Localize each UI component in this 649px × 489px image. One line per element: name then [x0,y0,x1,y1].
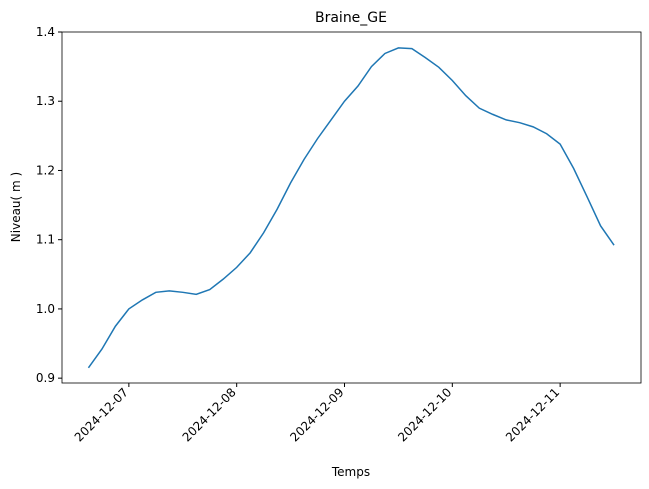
y-tick-label: 0.9 [36,371,55,385]
y-axis-label: Niveau( m ) [9,172,23,242]
chart-title: Braine_GE [315,10,387,26]
x-axis-label: Temps [331,465,370,479]
y-tick-label: 1.2 [36,163,55,177]
y-tick-label: 1.1 [36,233,55,247]
y-tick-label: 1.4 [36,25,55,39]
y-tick-label: 1.3 [36,94,55,108]
y-tick-label: 1.0 [36,302,55,316]
plot-frame [61,31,642,384]
data-line [87,47,615,369]
